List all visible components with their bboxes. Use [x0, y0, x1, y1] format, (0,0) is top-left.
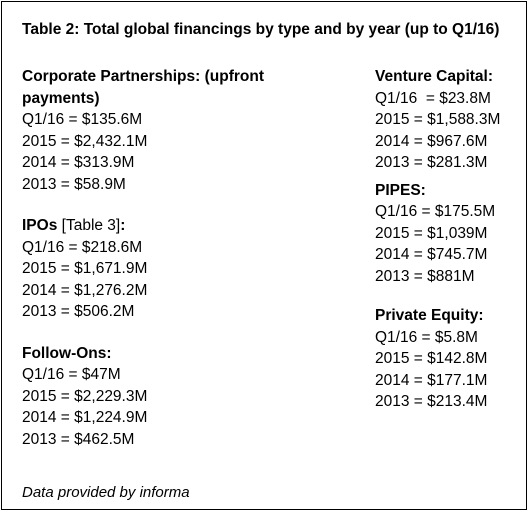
data-source-note: Data provided by informa [22, 484, 190, 501]
data-row: 2015 = $1,671.9M [22, 260, 148, 277]
section-heading: Venture Capital: [375, 68, 493, 85]
section-heading: Corporate Partnerships: (upfront payment… [22, 66, 342, 109]
data-row: 2014 = $177.1M [375, 371, 488, 389]
data-row: 2013 = $462.5M [22, 430, 135, 448]
section-follow-ons: Follow-Ons: Q1/16 = $47M 2015 = $2,229.3… [22, 343, 342, 451]
data-row: 2014 = $313.9M [22, 154, 135, 171]
data-row: Q1/16 = $135.6M [22, 111, 143, 128]
section-venture-capital: Venture Capital: Q1/16 = $23.8M 2015 = $… [375, 66, 525, 174]
data-row: 2015 = $142.8M [375, 350, 488, 367]
data-row: Q1/16 = $175.5M [375, 203, 496, 220]
section-private-equity: Private Equity: Q1/16 = $5.8M 2015 = $14… [375, 305, 525, 413]
section-pipes: PIPES: Q1/16 = $175.5M 2015 = $1,039M 20… [375, 180, 525, 288]
data-row: 2013 = $58.9M [22, 175, 126, 193]
table-title: Table 2: Total global financings by type… [22, 21, 500, 38]
data-row: Q1/16 = $218.6M [22, 238, 143, 256]
section-heading: Private Equity: [375, 307, 484, 324]
data-row: 2014 = $967.6M [375, 132, 488, 150]
data-row: Q1/16 = $23.8M [375, 89, 491, 107]
data-row: 2013 = $506.2M [22, 303, 135, 320]
heading-line: payments) [22, 89, 100, 107]
section-heading: Follow-Ons: [22, 344, 112, 362]
heading-colon: : [120, 217, 126, 234]
data-row: 2013 = $881M [375, 267, 475, 285]
data-row: 2015 = $2,432.1M [22, 132, 148, 150]
data-row: 2014 = $1,276.2M [22, 281, 148, 299]
data-row: 2015 = $1,588.3M [375, 111, 501, 128]
data-row: 2013 = $213.4M [375, 393, 488, 410]
data-row: Q1/16 = $47M [22, 366, 121, 383]
heading-line: Corporate Partnerships: (upfront [22, 68, 264, 85]
data-row: 2013 = $281.3M [375, 154, 488, 171]
right-column: Venture Capital: Q1/16 = $23.8M 2015 = $… [375, 66, 525, 413]
section-heading: IPOs [Table 3]: [22, 215, 342, 237]
table-reference: [Table 3] [61, 217, 121, 234]
section-heading: PIPES: [375, 181, 426, 199]
data-row: 2015 = $2,229.3M [22, 387, 148, 405]
data-row: 2015 = $1,039M [375, 224, 488, 242]
left-column: Corporate Partnerships: (upfront payment… [22, 66, 342, 450]
data-row: 2014 = $745.7M [375, 246, 488, 263]
data-row: 2014 = $1,224.9M [22, 409, 148, 426]
section-ipos: IPOs [Table 3]: Q1/16 = $218.6M 2015 = $… [22, 215, 342, 323]
section-corporate-partnerships: Corporate Partnerships: (upfront payment… [22, 66, 342, 195]
data-row: Q1/16 = $5.8M [375, 328, 478, 346]
heading-text: IPOs [22, 217, 62, 234]
